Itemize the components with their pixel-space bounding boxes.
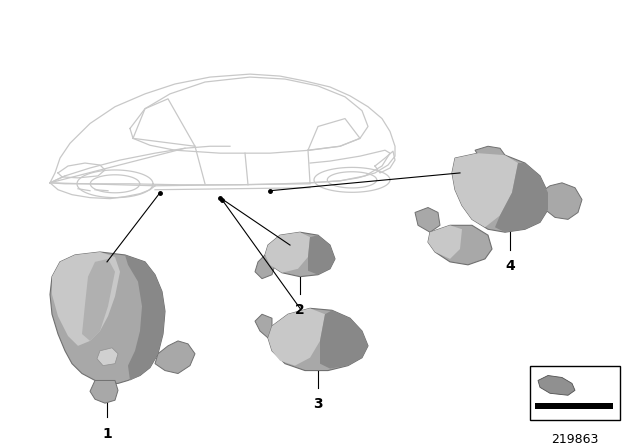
Polygon shape bbox=[265, 232, 310, 273]
Polygon shape bbox=[268, 308, 368, 370]
Polygon shape bbox=[475, 146, 505, 160]
Text: 219863: 219863 bbox=[551, 433, 598, 446]
Polygon shape bbox=[495, 163, 548, 232]
Polygon shape bbox=[308, 235, 335, 275]
Polygon shape bbox=[82, 259, 115, 341]
Polygon shape bbox=[155, 341, 195, 374]
Polygon shape bbox=[538, 375, 575, 395]
Text: 1: 1 bbox=[102, 427, 112, 441]
Polygon shape bbox=[255, 314, 272, 338]
Polygon shape bbox=[428, 225, 492, 265]
Polygon shape bbox=[50, 252, 165, 383]
Polygon shape bbox=[452, 153, 548, 232]
Text: 3: 3 bbox=[313, 397, 323, 411]
Polygon shape bbox=[452, 153, 518, 227]
Bar bbox=[535, 403, 613, 409]
Polygon shape bbox=[428, 225, 462, 259]
Polygon shape bbox=[265, 232, 335, 277]
Polygon shape bbox=[52, 252, 120, 346]
Polygon shape bbox=[97, 348, 118, 366]
Polygon shape bbox=[90, 380, 118, 403]
Polygon shape bbox=[125, 255, 165, 380]
Polygon shape bbox=[320, 310, 368, 369]
Text: 4: 4 bbox=[505, 259, 515, 273]
Bar bbox=[530, 366, 620, 420]
Polygon shape bbox=[268, 308, 325, 366]
Polygon shape bbox=[255, 255, 275, 279]
Polygon shape bbox=[540, 183, 582, 220]
Polygon shape bbox=[415, 207, 440, 232]
Text: 2: 2 bbox=[295, 303, 305, 317]
